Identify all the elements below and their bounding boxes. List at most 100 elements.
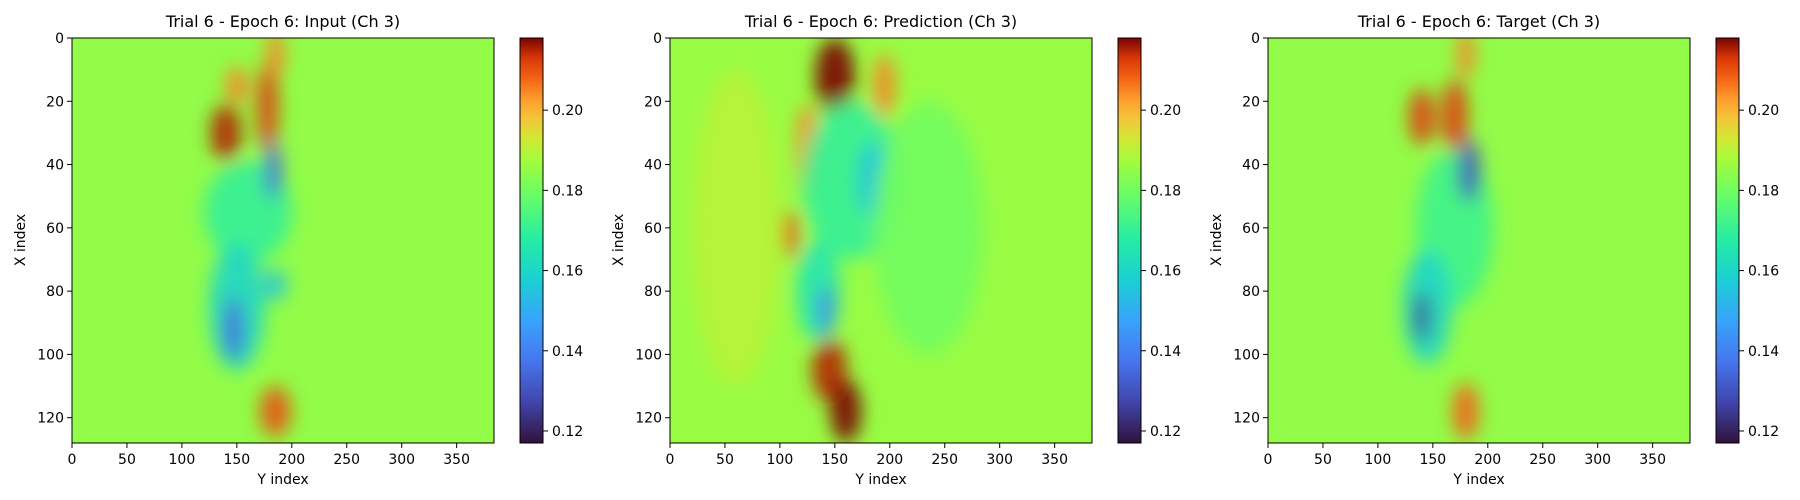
heatmap-feature (210, 104, 242, 162)
x-tick-label: 200 (876, 452, 903, 468)
x-tick-label: 100 (1365, 452, 1392, 468)
x-ticks: 0 50 100 150 200 250 300 350 (68, 443, 470, 468)
y-tick-label: 60 (1242, 221, 1260, 237)
x-tick-label: 50 (1314, 452, 1332, 468)
colorbar-tick-label: 0.18 (552, 183, 583, 199)
colorbar-tick-label: 0.16 (552, 264, 583, 280)
heatmap-feature (259, 386, 291, 437)
heatmap-feature (1452, 382, 1479, 440)
x-tick-label: 250 (1529, 452, 1556, 468)
plot-frame (669, 37, 1093, 444)
y-tick-label: 80 (46, 284, 64, 300)
x-tick-label: 200 (278, 452, 305, 468)
y-ticks: 0 20 40 60 80 100 120 (1233, 31, 1268, 427)
y-tick-label: 60 (644, 221, 662, 237)
colorbar-tick-label: 0.12 (552, 424, 583, 440)
x-tick-label: 300 (388, 452, 415, 468)
y-tick-label: 20 (46, 94, 64, 110)
heatmap-feature (264, 142, 282, 200)
x-ticks: 0 50 100 150 200 250 300 350 (1264, 443, 1666, 468)
y-tick-label: 20 (644, 94, 662, 110)
y-tick-label: 0 (653, 31, 662, 47)
y-tick-label: 40 (46, 158, 64, 174)
y-tick-label: 120 (1233, 411, 1260, 427)
x-ticks: 0 50 100 150 200 250 300 350 (666, 443, 1068, 468)
colorbar-tick-label: 0.20 (1748, 103, 1779, 119)
colorbar-tick-label: 0.14 (1150, 344, 1181, 360)
heatmap-feature (264, 268, 287, 301)
x-tick-label: 150 (223, 452, 250, 468)
y-tick-label: 20 (1242, 94, 1260, 110)
y-tick-label: 80 (644, 284, 662, 300)
heatmap-feature (266, 38, 285, 80)
heatmap-feature (1441, 79, 1469, 156)
panel-target: Trial 6 - Epoch 6: Target (Ch 3) 0 50 100 1… (1209, 12, 1779, 488)
colorbar-tick-label: 0.14 (1748, 344, 1779, 360)
heatmap-feature (1408, 88, 1436, 146)
x-tick-label: 150 (821, 452, 848, 468)
plot-frame (1267, 37, 1691, 444)
x-tick-label: 150 (1419, 452, 1446, 468)
y-tick-label: 100 (37, 347, 64, 363)
y-tick-label: 40 (644, 158, 662, 174)
y-tick-label: 60 (46, 221, 64, 237)
colorbar (1117, 37, 1142, 444)
y-tick-label: 40 (1242, 158, 1260, 174)
colorbar-tick-label: 0.12 (1748, 424, 1779, 440)
colorbar-tick-label: 0.20 (552, 103, 583, 119)
panel-title: Trial 6 - Epoch 6: Target (Ch 3) (1357, 12, 1600, 31)
y-axis-label: X index (13, 214, 29, 266)
x-axis-label: Y index (1452, 472, 1504, 488)
panel-title: Trial 6 - Epoch 6: Input (Ch 3) (165, 12, 400, 31)
panel-input: Trial 6 - Epoch 6: Input (Ch 3) 0 50 100 15… (13, 12, 583, 488)
panel-title: Trial 6 - Epoch 6: Prediction (Ch 3) (744, 12, 1017, 31)
x-tick-label: 100 (767, 452, 794, 468)
x-tick-label: 300 (986, 452, 1013, 468)
x-tick-label: 250 (333, 452, 360, 468)
colorbar-ticks: 0.12 0.14 0.16 0.18 0.20 (1141, 103, 1181, 440)
heatmap-image (72, 38, 494, 443)
y-axis-label: X index (1209, 214, 1225, 266)
y-tick-label: 100 (1233, 347, 1260, 363)
x-tick-label: 0 (68, 452, 77, 468)
heatmap-feature (830, 379, 862, 443)
colorbar (1715, 37, 1740, 444)
colorbar-tick-label: 0.16 (1748, 264, 1779, 280)
y-tick-label: 120 (37, 411, 64, 427)
heatmap-feature (815, 38, 855, 114)
y-tick-label: 80 (1242, 284, 1260, 300)
y-axis-label: X index (611, 214, 627, 266)
colorbar (519, 37, 544, 444)
y-tick-label: 0 (1251, 31, 1260, 47)
heatmap-feature (873, 53, 896, 118)
colorbar-tick-label: 0.18 (1150, 183, 1181, 199)
x-tick-label: 350 (443, 452, 470, 468)
x-tick-label: 200 (1474, 452, 1501, 468)
x-tick-label: 300 (1584, 452, 1611, 468)
colorbar-ticks: 0.12 0.14 0.16 0.18 0.20 (1739, 103, 1779, 440)
colorbar-tick-label: 0.16 (1150, 264, 1181, 280)
heatmap-feature (1457, 38, 1475, 80)
heatmap-feature (691, 69, 780, 387)
heatmap-feature (818, 284, 834, 336)
colorbar-tick-label: 0.20 (1150, 103, 1181, 119)
x-tick-label: 350 (1639, 452, 1666, 468)
x-tick-label: 250 (931, 452, 958, 468)
heatmap-feature (256, 63, 279, 152)
y-tick-label: 0 (55, 31, 64, 47)
x-tick-label: 100 (169, 452, 196, 468)
x-axis-label: Y index (256, 472, 308, 488)
plot-frame (71, 37, 495, 444)
heatmap-feature (796, 240, 841, 342)
y-ticks: 0 20 40 60 80 100 120 (635, 31, 670, 427)
y-tick-label: 120 (635, 411, 662, 427)
x-tick-label: 0 (666, 452, 675, 468)
heatmap-image (1268, 38, 1690, 443)
heatmap-feature (1458, 139, 1481, 203)
panel-prediction: Trial 6 - Epoch 6: Prediction (Ch 3) 0 50… (611, 12, 1181, 488)
heatmap-image (670, 38, 1092, 443)
colorbar-tick-label: 0.18 (1748, 183, 1779, 199)
y-tick-label: 100 (635, 347, 662, 363)
x-tick-label: 0 (1264, 452, 1273, 468)
